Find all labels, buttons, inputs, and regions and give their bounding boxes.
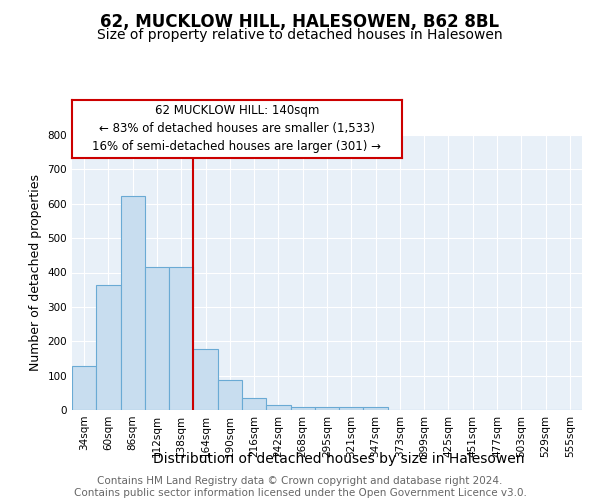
Bar (218, 380, 242, 410)
Y-axis label: Number of detached properties: Number of detached properties (29, 174, 42, 371)
Bar (242, 398, 266, 410)
Bar (96, 284, 121, 410)
Bar (193, 349, 218, 410)
Text: Distribution of detached houses by size in Halesowen: Distribution of detached houses by size … (153, 452, 525, 466)
Text: 62 MUCKLOW HILL: 140sqm
← 83% of detached houses are smaller (1,533)
16% of semi: 62 MUCKLOW HILL: 140sqm ← 83% of detache… (92, 104, 382, 153)
Bar (364, 407, 388, 410)
Bar (266, 405, 290, 410)
Bar (145, 268, 169, 410)
Bar (169, 268, 193, 410)
Bar (72, 366, 96, 410)
Text: Contains HM Land Registry data © Crown copyright and database right 2024.
Contai: Contains HM Land Registry data © Crown c… (74, 476, 526, 498)
Text: 62, MUCKLOW HILL, HALESOWEN, B62 8BL: 62, MUCKLOW HILL, HALESOWEN, B62 8BL (100, 12, 500, 30)
Bar (121, 196, 145, 410)
Bar (315, 407, 339, 410)
Text: Size of property relative to detached houses in Halesowen: Size of property relative to detached ho… (97, 28, 503, 42)
Bar (339, 406, 364, 410)
Bar (290, 406, 315, 410)
